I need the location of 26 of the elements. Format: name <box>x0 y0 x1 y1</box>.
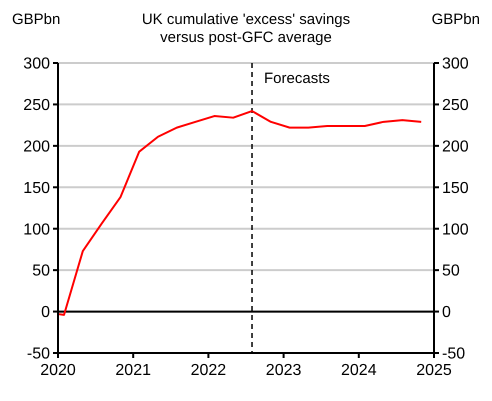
y-tick-label: 300 <box>23 56 50 73</box>
y2-tick-label: -50 <box>442 346 466 363</box>
x-tick-label: 2024 <box>341 362 377 379</box>
y2-tick-label: 0 <box>442 304 451 322</box>
y-tick-label: 50 <box>32 262 50 280</box>
y2-tick-label: 150 <box>442 180 469 197</box>
y-axis-title: GBPbn <box>12 11 60 28</box>
x-tick-label: 2025 <box>416 362 452 379</box>
x-tick-label: 2020 <box>40 362 76 379</box>
y2-tick-label: 250 <box>442 97 469 114</box>
y2-tick-label: 50 <box>442 262 460 280</box>
chart-title: UK cumulative 'excess' savings versus post-GFC average <box>142 11 350 46</box>
y-tick-label: 200 <box>23 138 50 156</box>
x-tick-label: 2022 <box>190 362 226 379</box>
y-tick-label: 250 <box>23 97 50 114</box>
x-tick-label: 2021 <box>115 362 152 379</box>
y2-tick-label: 300 <box>442 56 469 73</box>
y-tick-label: 100 <box>23 221 50 238</box>
y-tick-label: 0 <box>41 304 50 322</box>
y-tick-label: 150 <box>23 180 50 197</box>
y2-axis-title: GBPbn <box>432 11 480 28</box>
y2-tick-label: 200 <box>442 138 469 156</box>
y-tick-label: -50 <box>26 346 50 363</box>
y2-tick-label: 100 <box>442 221 469 238</box>
ref-line-label: Forecasts <box>264 70 330 87</box>
x-tick-label: 2023 <box>266 362 302 379</box>
